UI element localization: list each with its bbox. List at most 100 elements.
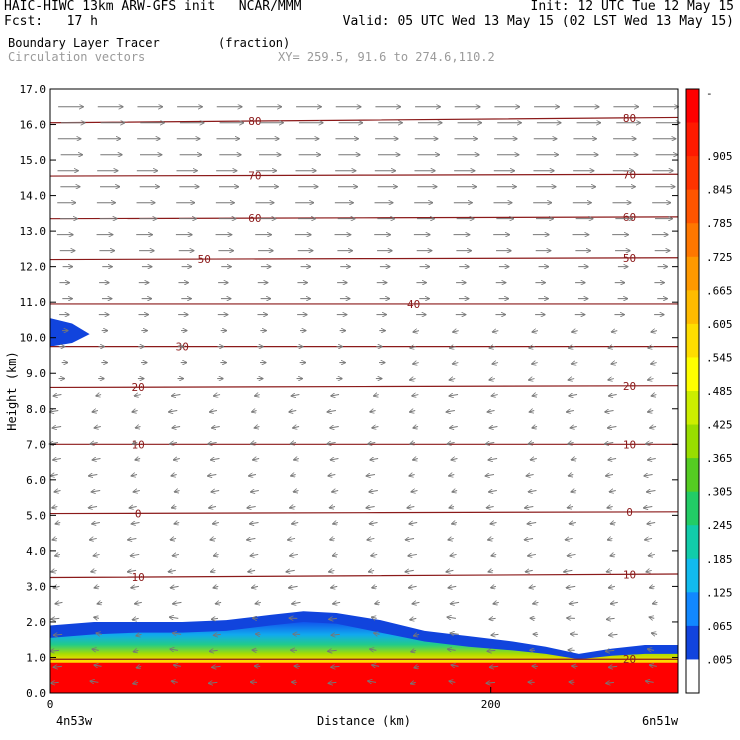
y-tick-label: 10.0: [20, 332, 47, 345]
circulation-vector: [368, 681, 377, 682]
circulation-vector: [647, 411, 654, 413]
circulation-vector: [491, 554, 497, 556]
circulation-vector: [128, 538, 137, 540]
circulation-vector: [255, 395, 260, 397]
circulation-vector: [447, 443, 455, 445]
circulation-vector: [92, 411, 99, 413]
axes-layer: 0.0 1.0 2.0 3.0 4.0 5.0 6.0 7.0 8.0 9.0 10.0 11.0 12…: [5, 83, 679, 728]
circulation-vector: [407, 506, 415, 508]
circulation-vector: [450, 633, 459, 634]
circulation-vector: [135, 427, 141, 429]
colorbar-label: .845: [706, 184, 733, 197]
circulation-vector: [530, 459, 537, 461]
circulation-vector: [648, 554, 655, 556]
circulation-vector: [408, 586, 417, 588]
circulation-vector: [250, 522, 259, 524]
circulation-vectors-layer: [49, 107, 680, 684]
circulation-vector: [49, 411, 59, 413]
circulation-vector: [371, 554, 378, 556]
isotherm-line-50-3: [49, 257, 679, 261]
circulation-vector: [409, 411, 416, 413]
circulation-vector: [248, 570, 256, 572]
isotherm-label: 50: [198, 253, 211, 266]
colorbar-swatch: [686, 625, 699, 660]
circulation-vector: [375, 602, 380, 604]
circulation-vector: [89, 538, 97, 540]
isotherm-line-80-0: [49, 116, 679, 124]
circulation-vector: [487, 411, 495, 413]
circulation-vector: [51, 682, 59, 683]
circulation-vector: [53, 459, 61, 461]
circulation-vector: [88, 506, 98, 508]
circulation-vector: [652, 602, 658, 604]
circulation-vector: [250, 443, 257, 445]
circulation-vector: [569, 395, 578, 397]
colorbar-label: .545: [706, 351, 733, 364]
circulation-vector: [172, 427, 181, 429]
circulation-vector: [405, 570, 414, 572]
circulation-vector: [608, 379, 614, 381]
circulation-vector: [328, 650, 337, 651]
circulation-vector: [491, 586, 497, 588]
circulation-vector: [49, 443, 59, 445]
circulation-vector: [330, 427, 339, 429]
isotherm-label: 60: [623, 211, 636, 224]
colorbar-label: .065: [706, 620, 733, 633]
y-tick-label: 6.0: [26, 474, 46, 487]
circulation-vector: [528, 490, 537, 492]
circulation-vector: [645, 443, 654, 445]
forecast-hour: Fcst: 17 h: [4, 14, 98, 29]
init-time: Init: 12 UTC Tue 12 May 15: [530, 0, 735, 14]
circulation-vector: [609, 634, 618, 635]
circulation-vector: [55, 554, 61, 556]
circulation-vector: [289, 411, 297, 413]
circulation-vector: [247, 506, 256, 508]
circulation-vector: [211, 490, 220, 492]
circulation-vector: [609, 490, 616, 492]
circulation-vector: [608, 347, 615, 349]
circulation-vector: [367, 538, 375, 540]
y-axis-label: Height (km): [5, 351, 19, 430]
circulation-vector: [413, 427, 419, 429]
circulation-vector: [489, 427, 498, 429]
circulation-vector: [605, 411, 614, 413]
circulation-vector: [568, 474, 574, 476]
circulation-vector: [210, 538, 216, 540]
circulation-vector: [604, 443, 614, 445]
circulation-vector: [169, 617, 179, 618]
circulation-vector: [453, 331, 459, 333]
circulation-vector: [610, 602, 618, 604]
circulation-vector: [489, 347, 496, 349]
x-tick-label: 0: [47, 698, 54, 711]
circulation-vector: [92, 649, 99, 650]
y-tick-label: 16.0: [20, 119, 47, 132]
circulation-vector: [571, 363, 578, 365]
circulation-vector: [331, 666, 340, 667]
circulation-vector: [294, 459, 299, 461]
circulation-vector: [92, 459, 101, 461]
circulation-vector: [174, 522, 180, 524]
circulation-vector: [133, 490, 140, 492]
circulation-vector: [52, 538, 58, 540]
circulation-vector: [332, 554, 338, 556]
circulation-vector: [489, 490, 497, 492]
circulation-vector: [607, 427, 617, 429]
circulation-vector: [450, 554, 457, 556]
circulation-vector: [252, 411, 257, 413]
circulation-vector: [366, 474, 376, 476]
title-line-left: HAIC-HIWC 13km ARW-GFS init NCAR/MMM: [4, 0, 302, 14]
circulation-vector: [174, 665, 181, 666]
circulation-vector: [493, 602, 499, 604]
circulation-vector: [211, 427, 220, 429]
circulation-vector: [55, 522, 61, 524]
y-tick-label: 7.0: [26, 438, 46, 451]
colorbar-swatch: [686, 659, 699, 694]
circulation-vector: [565, 538, 573, 540]
circulation-vector: [410, 682, 416, 683]
isotherm-line-70-1: [49, 173, 679, 177]
circulation-vector: [51, 570, 57, 572]
circulation-vector: [608, 459, 617, 461]
circulation-vector: [288, 538, 296, 540]
circulation-vector: [413, 363, 419, 365]
circulation-vector: [412, 395, 419, 397]
